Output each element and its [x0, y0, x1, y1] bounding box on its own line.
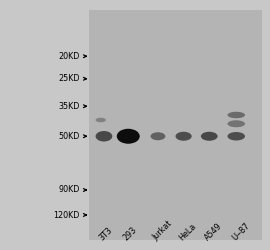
Ellipse shape: [201, 132, 218, 141]
Text: Jurkat: Jurkat: [151, 220, 174, 242]
Text: 35KD: 35KD: [58, 102, 80, 111]
Text: 3T3: 3T3: [97, 226, 114, 242]
Ellipse shape: [176, 132, 192, 141]
Text: A549: A549: [203, 222, 224, 242]
Ellipse shape: [96, 118, 106, 122]
Ellipse shape: [227, 132, 245, 140]
Text: 25KD: 25KD: [58, 74, 80, 83]
Ellipse shape: [150, 132, 165, 140]
Ellipse shape: [227, 112, 245, 118]
Text: 120KD: 120KD: [53, 210, 80, 220]
Ellipse shape: [117, 129, 140, 144]
Text: HeLa: HeLa: [177, 222, 198, 242]
Text: 50KD: 50KD: [58, 132, 80, 141]
Text: U‒87: U‒87: [230, 221, 251, 242]
Ellipse shape: [227, 120, 245, 127]
Text: 90KD: 90KD: [58, 186, 80, 194]
Text: 20KD: 20KD: [58, 52, 80, 61]
Ellipse shape: [96, 131, 112, 141]
Bar: [89, 10, 262, 240]
Text: 293: 293: [122, 225, 139, 242]
